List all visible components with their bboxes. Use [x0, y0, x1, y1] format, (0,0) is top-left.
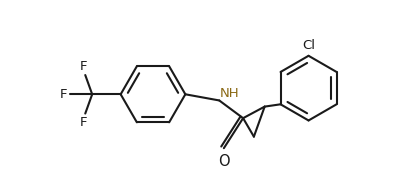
Text: F: F: [59, 88, 67, 101]
Text: F: F: [80, 116, 88, 129]
Text: Cl: Cl: [302, 39, 315, 52]
Text: NH: NH: [220, 87, 239, 100]
Text: F: F: [80, 60, 88, 73]
Text: O: O: [218, 154, 229, 169]
